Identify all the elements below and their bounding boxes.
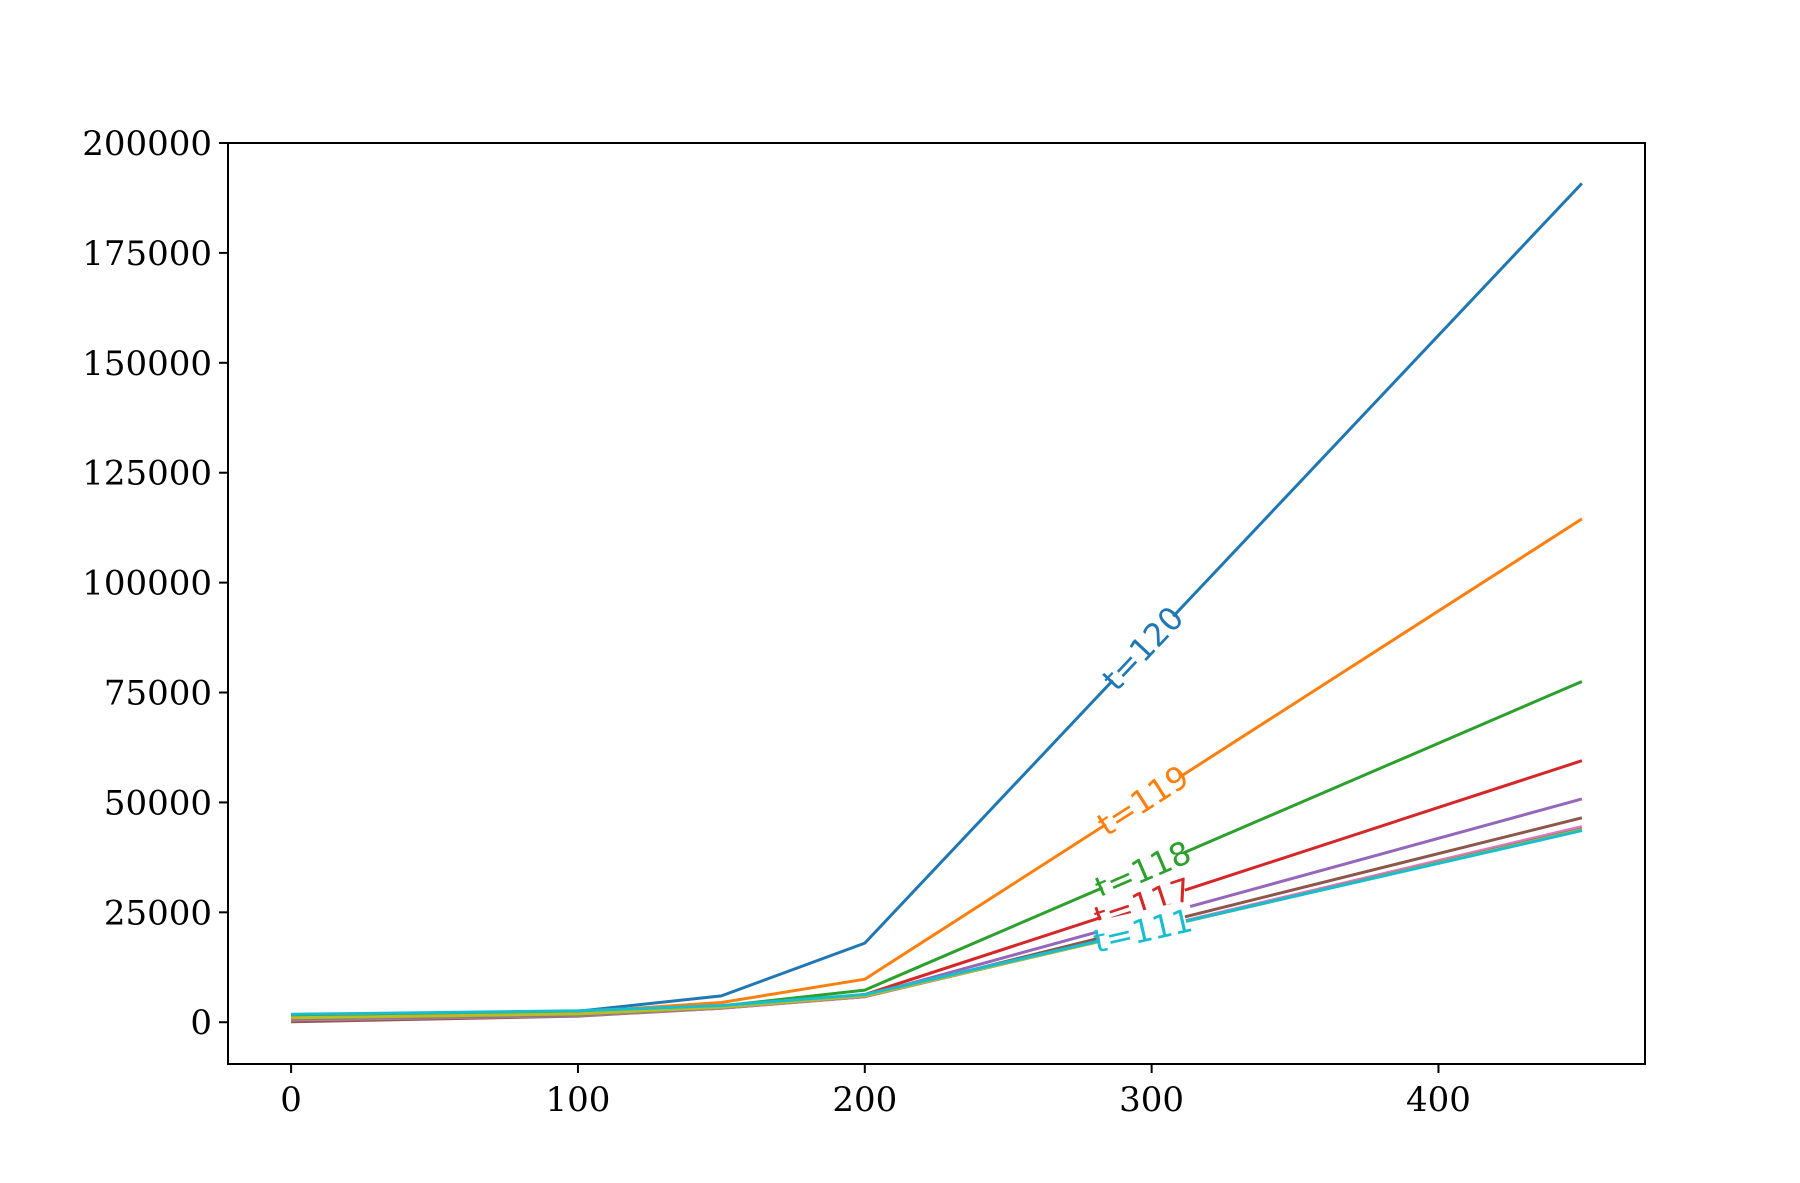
x-tick-label: 300 xyxy=(1119,1080,1184,1120)
plot-area-frame xyxy=(227,142,1646,1065)
series-label-background xyxy=(1098,602,1188,695)
series-label-background xyxy=(1095,901,1191,961)
x-axis: 0 100 200 300 400 xyxy=(280,1064,1471,1120)
series-line xyxy=(291,825,1583,1022)
y-tick-label: 75000 xyxy=(104,674,212,714)
series-label: t=120 xyxy=(1095,599,1192,698)
series-line xyxy=(291,827,1583,1021)
series-line xyxy=(291,797,1583,1021)
y-tick-label: 150000 xyxy=(82,344,212,384)
y-tick-label: 125000 xyxy=(82,454,212,494)
series-label-group: t=111 xyxy=(1090,901,1196,961)
y-tick-label: 200000 xyxy=(82,124,212,164)
series-line xyxy=(291,829,1583,1016)
x-tick-label: 200 xyxy=(832,1080,897,1120)
series-line xyxy=(291,816,1583,1024)
x-tick-label: 100 xyxy=(545,1080,610,1120)
series-label-background xyxy=(1095,760,1191,842)
y-tick-label: 100000 xyxy=(82,564,212,604)
series-line xyxy=(291,680,1583,1018)
x-tick-label: 400 xyxy=(1406,1080,1471,1120)
series-line xyxy=(291,828,1583,1020)
y-tick-label: 50000 xyxy=(104,783,212,823)
series-label-background xyxy=(1094,834,1192,907)
series-line xyxy=(291,182,1583,1017)
y-tick-label: 25000 xyxy=(104,893,212,933)
series-lines xyxy=(291,182,1583,1024)
series-label-group: t=120 xyxy=(1095,599,1192,698)
y-tick-label: 175000 xyxy=(82,234,212,274)
series-line xyxy=(291,517,1583,1018)
y-tick-label: 0 xyxy=(190,1003,212,1043)
x-tick-label: 0 xyxy=(280,1080,302,1120)
series-label-group: t=119 xyxy=(1090,757,1195,843)
y-axis: 0 25000 50000 75000 100000 125000 150000 175000… xyxy=(82,124,228,1043)
